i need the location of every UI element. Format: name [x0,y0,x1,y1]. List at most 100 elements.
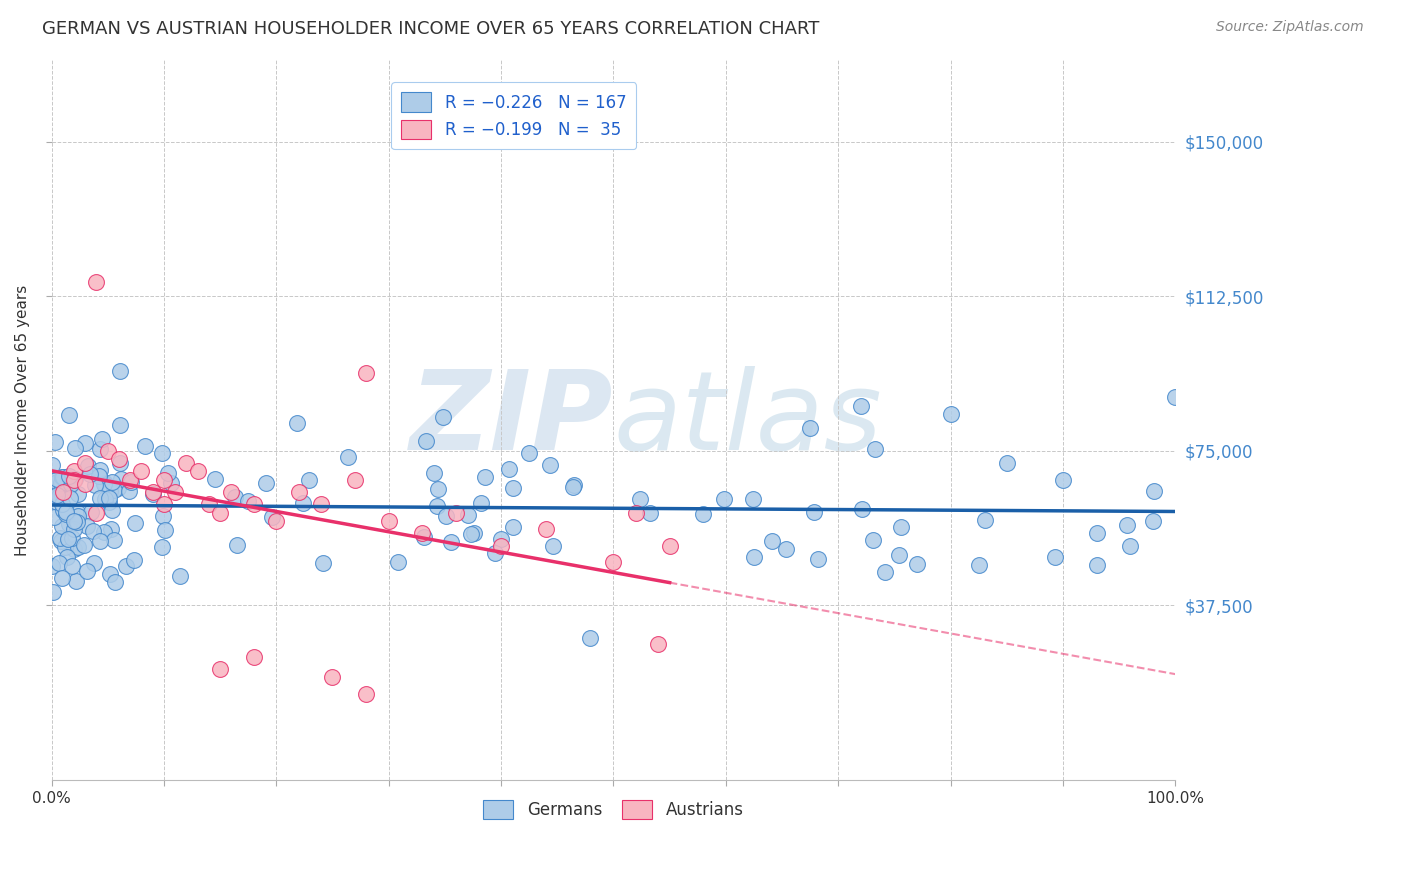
Point [66,516,89,530]
Point [44,509,66,524]
Point [713,491,735,506]
Point [995,456,1018,470]
Point [1085,558,1108,572]
Point [973,513,995,527]
Point [692,507,714,521]
Point [66,508,89,523]
Point [238,494,260,508]
Point [52,485,75,500]
Point [124,553,146,567]
Point [55,505,77,519]
Point [52,470,75,484]
Point [863,442,886,456]
Point [890,520,912,534]
Point [489,539,512,553]
Point [49,475,72,490]
Point [75,476,97,491]
Point [94,492,117,507]
Point [76,459,98,474]
Point [432,409,454,424]
Point [260,509,283,524]
Point [63,473,86,487]
Point [1142,514,1164,528]
Point [108,364,131,378]
Point [93,524,115,539]
Point [44,435,66,450]
Point [1119,539,1142,553]
Point [187,465,209,479]
Point [103,533,125,547]
Point [285,416,308,430]
Point [53,540,76,554]
Point [176,456,198,470]
Point [969,558,991,573]
Point [89,463,111,477]
Point [156,466,179,480]
Point [309,497,332,511]
Point [107,481,129,495]
Point [115,559,138,574]
Point [58,409,80,423]
Point [463,526,485,541]
Point [1085,526,1108,541]
Point [153,473,176,487]
Point [79,467,101,482]
Point [59,491,82,505]
Point [150,540,173,554]
Point [226,538,249,552]
Point [254,476,277,491]
Point [534,522,557,536]
Point [110,472,132,486]
Point [141,486,163,500]
Point [86,506,108,520]
Point [58,479,80,493]
Point [1164,390,1187,404]
Point [602,555,624,569]
Point [741,491,763,506]
Point [411,526,433,541]
Point [63,514,86,528]
Point [169,569,191,583]
Point [243,649,266,664]
Point [343,473,366,487]
Point [470,496,492,510]
Point [209,506,232,520]
Point [76,519,98,533]
Point [76,564,98,578]
Point [564,478,586,492]
Point [58,532,80,546]
Point [1143,484,1166,499]
Point [63,515,86,529]
Point [73,538,96,552]
Point [56,475,79,489]
Y-axis label: Householder Income Over 65 years: Householder Income Over 65 years [15,285,30,556]
Point [517,446,540,460]
Point [354,687,377,701]
Point [101,475,124,489]
Point [108,418,131,433]
Point [120,473,142,487]
Point [84,477,107,491]
Point [82,524,104,539]
Point [49,531,72,545]
Point [204,472,226,486]
Point [862,533,884,548]
Point [134,439,156,453]
Point [153,523,176,537]
Point [41,458,63,472]
Point [66,506,89,520]
Point [321,670,343,684]
Point [51,518,73,533]
Point [83,556,105,570]
Point [62,541,84,556]
Point [94,476,117,491]
Point [152,508,174,523]
Point [98,491,121,506]
Point [67,486,90,500]
Point [624,506,647,520]
Point [292,495,315,509]
Point [628,492,651,507]
Point [97,443,120,458]
Point [46,475,69,489]
Point [124,516,146,531]
